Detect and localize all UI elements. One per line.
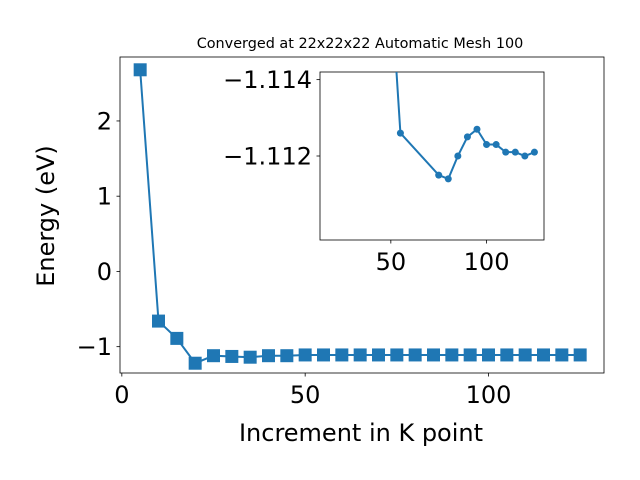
main-data-point: [207, 349, 220, 363]
main-data-point: [298, 348, 312, 362]
main-data-point: [188, 356, 202, 370]
main-data-point: [427, 348, 440, 362]
y-axis-label: Energy (eV): [32, 145, 60, 287]
inset-data-point: [444, 175, 452, 183]
main-data-point: [317, 348, 330, 362]
chart-title: Converged at 22x22x22 Automatic Mesh 100: [197, 36, 524, 52]
inset-data-point: [492, 141, 500, 149]
main-data-point: [482, 348, 495, 362]
inset-data-point: [511, 148, 519, 156]
x-axis-label: Increment in K point: [239, 419, 483, 447]
inset-data-point: [463, 133, 471, 141]
main-data-point: [280, 349, 294, 363]
inset-data-point: [483, 141, 491, 149]
inset-background: [320, 72, 544, 240]
inset-data-point: [435, 171, 443, 179]
inset-y-tick-label: −1.112: [223, 143, 312, 171]
main-y-tick-label: 0: [97, 258, 112, 286]
main-data-point: [463, 348, 477, 362]
main-y-tick-label: 1: [97, 183, 112, 211]
inset-data-point: [530, 148, 538, 156]
main-data-point: [445, 348, 459, 362]
main-data-point: [225, 349, 239, 363]
main-data-point: [408, 348, 422, 362]
main-series: [133, 63, 587, 370]
main-data-point: [390, 348, 404, 362]
inset-axis-ticks: 50 100 −1.114 −1.112: [223, 66, 509, 276]
inset-data-point: [454, 152, 462, 160]
inset-x-tick-label: 100: [464, 248, 510, 276]
main-data-point: [353, 348, 367, 362]
inset-x-tick-label: 50: [376, 248, 407, 276]
main-data-point: [262, 349, 275, 363]
main-plot-frame: [119, 56, 605, 374]
inset-series: [395, 72, 538, 183]
main-data-point: [555, 348, 569, 362]
main-x-tick-label: 0: [114, 381, 129, 409]
inset-y-tick-label: −1.114: [223, 66, 312, 94]
main-data-point: [133, 63, 147, 77]
inset-data-point: [473, 125, 481, 133]
main-data-point: [500, 348, 514, 362]
main-data-point: [335, 348, 349, 362]
main-data-point: [170, 331, 184, 345]
main-x-tick-label: 50: [290, 381, 321, 409]
main-data-point: [152, 314, 165, 328]
main-data-point: [537, 348, 550, 362]
main-data-point: [372, 348, 385, 362]
inset-data-point: [396, 129, 404, 137]
inset-data-point: [502, 148, 510, 156]
main-data-point: [518, 348, 532, 362]
main-y-tick-label: −1: [77, 333, 112, 361]
main-y-tick-label: 2: [97, 107, 112, 135]
main-data-point: [573, 348, 587, 362]
inset-data-point: [521, 152, 529, 160]
main-x-tick-label: 100: [466, 381, 512, 409]
main-data-point: [243, 350, 257, 364]
